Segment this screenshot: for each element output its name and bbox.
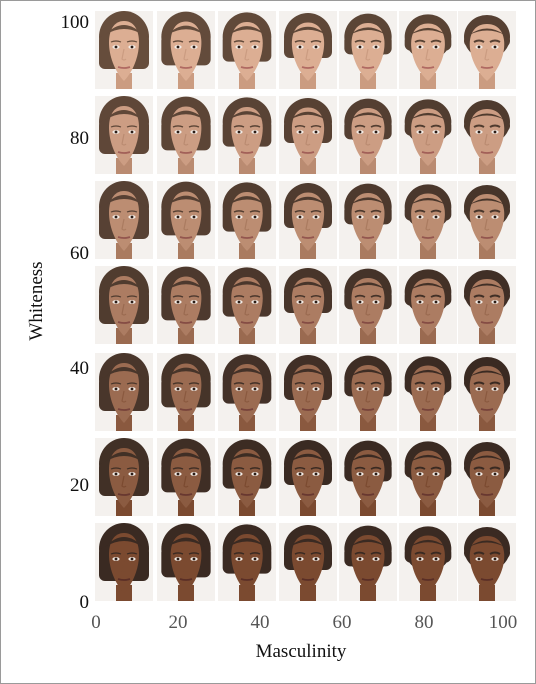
face-image: [339, 523, 397, 601]
face-image: [279, 438, 337, 516]
face-image: [279, 523, 337, 601]
face-image: [279, 11, 337, 89]
face-image: [218, 353, 276, 431]
face-image: [95, 181, 153, 259]
face-image: [157, 353, 215, 431]
face-image: [279, 353, 337, 431]
x-axis-title: Masculinity: [255, 641, 347, 662]
x-tick-label: 20: [168, 612, 188, 633]
face-image: [218, 438, 276, 516]
face-image: [339, 438, 397, 516]
face-image: [339, 181, 397, 259]
face-image: [95, 438, 153, 516]
x-tick-label: 40: [250, 612, 270, 633]
y-tick-label: 80: [70, 128, 89, 149]
face-image: [458, 353, 516, 431]
face-image: [399, 96, 457, 174]
face-image: [399, 438, 457, 516]
face-image: [95, 523, 153, 601]
face-image: [157, 523, 215, 601]
face-image: [157, 96, 215, 174]
x-tick-label: 100: [488, 612, 518, 633]
face-image: [458, 266, 516, 344]
face-image: [279, 266, 337, 344]
face-image: [95, 11, 153, 89]
face-image: [218, 96, 276, 174]
face-image: [399, 181, 457, 259]
face-image: [458, 181, 516, 259]
y-tick-label: 0: [79, 592, 90, 613]
face-image: [458, 11, 516, 89]
x-tick-label: 80: [414, 612, 434, 633]
y-tick-label: 60: [70, 243, 89, 264]
face-image: [218, 266, 276, 344]
face-image: [339, 96, 397, 174]
face-image: [95, 353, 153, 431]
face-image: [458, 96, 516, 174]
face-image: [157, 181, 215, 259]
y-tick-label: 20: [70, 475, 89, 496]
y-axis-title: Whiteness: [26, 261, 47, 341]
face-image: [95, 266, 153, 344]
y-tick-label: 40: [70, 358, 89, 379]
face-image: [279, 96, 337, 174]
face-image: [399, 353, 457, 431]
x-tick-label: 0: [91, 612, 101, 633]
face-image: [399, 266, 457, 344]
face-image: [95, 96, 153, 174]
face-image: [458, 438, 516, 516]
face-image: [218, 11, 276, 89]
face-image: [399, 11, 457, 89]
face-image: [157, 438, 215, 516]
face-image: [218, 181, 276, 259]
face-image: [157, 266, 215, 344]
face-image: [339, 353, 397, 431]
x-tick-label: 60: [332, 612, 352, 633]
face-image: [279, 181, 337, 259]
face-image: [339, 266, 397, 344]
face-image: [399, 523, 457, 601]
face-image: [218, 523, 276, 601]
face-image: [458, 523, 516, 601]
face-image: [157, 11, 215, 89]
y-tick-label: 100: [60, 12, 90, 33]
face-image: [339, 11, 397, 89]
